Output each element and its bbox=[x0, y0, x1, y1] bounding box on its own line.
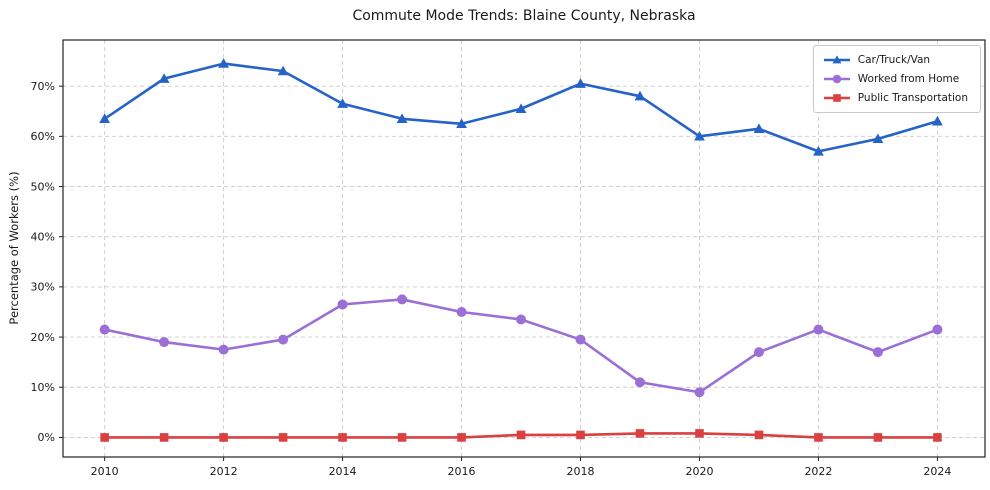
x-tick-label: 2010 bbox=[91, 465, 119, 478]
square-marker bbox=[457, 433, 466, 442]
square-marker bbox=[397, 433, 407, 442]
square-marker bbox=[338, 433, 347, 442]
legend: Car/Truck/Van Worked from Home Public Tran… bbox=[812, 45, 981, 113]
circle-marker bbox=[456, 306, 467, 317]
triangle-marker bbox=[872, 133, 884, 144]
y-axis-label: Percentage of Workers (%) bbox=[7, 171, 21, 325]
y-tick-label: 60% bbox=[31, 130, 55, 143]
triangle-marker bbox=[634, 90, 646, 101]
circle-marker bbox=[872, 347, 883, 358]
square-marker bbox=[576, 430, 585, 440]
square-marker bbox=[635, 429, 645, 438]
square-marker bbox=[159, 433, 169, 442]
square-marker bbox=[754, 430, 764, 440]
square-marker bbox=[100, 433, 109, 442]
triangle-marker bbox=[277, 65, 289, 76]
square-marker bbox=[873, 433, 883, 442]
circle-legend-sample-icon bbox=[823, 74, 850, 84]
series-line-1 bbox=[103, 298, 939, 394]
legend-label: Car/Truck/Van bbox=[857, 54, 931, 66]
axes-border bbox=[62, 39, 986, 458]
circle-marker bbox=[832, 74, 842, 84]
triangle-marker bbox=[337, 98, 348, 108]
x-tick-label: 2018 bbox=[567, 465, 595, 478]
circle-marker bbox=[99, 324, 110, 335]
y-tick-label: 20% bbox=[31, 331, 55, 344]
triangle-legend-sample-icon bbox=[823, 55, 850, 64]
x-tick-label: 2024 bbox=[923, 465, 951, 478]
triangle-marker bbox=[575, 78, 586, 88]
x-tick-label: 2020 bbox=[685, 465, 713, 478]
triangle-marker bbox=[158, 73, 170, 83]
circle-marker bbox=[159, 337, 170, 348]
triangle-marker bbox=[456, 118, 467, 129]
square-marker bbox=[832, 94, 841, 102]
legend-label: Worked from Home bbox=[857, 73, 960, 85]
square-marker bbox=[814, 433, 823, 442]
circle-marker bbox=[337, 299, 348, 310]
triangle-marker bbox=[932, 115, 943, 126]
circle-marker bbox=[753, 347, 764, 358]
circle-marker bbox=[516, 314, 527, 325]
circle-marker bbox=[694, 387, 705, 398]
circle-marker bbox=[634, 377, 645, 388]
y-tick-label: 40% bbox=[31, 231, 55, 244]
y-tick-label: 30% bbox=[31, 281, 55, 294]
square-legend-sample-icon bbox=[823, 94, 850, 102]
square-marker bbox=[933, 433, 942, 442]
circle-marker bbox=[218, 344, 229, 355]
circle-marker bbox=[813, 324, 824, 335]
triangle-marker bbox=[813, 146, 824, 156]
triangle-marker bbox=[832, 55, 842, 64]
x-tick-label: 2022 bbox=[804, 465, 832, 478]
chart-title: Commute Mode Trends: Blaine County, Nebr… bbox=[352, 8, 696, 24]
triangle-marker bbox=[694, 130, 705, 141]
circle-marker bbox=[278, 334, 289, 345]
square-marker bbox=[516, 430, 526, 440]
circle-marker bbox=[397, 294, 408, 305]
square-marker bbox=[695, 429, 704, 438]
legend-label: Public Transportation bbox=[857, 92, 968, 104]
triangle-marker bbox=[218, 58, 230, 68]
triangle-marker bbox=[515, 103, 527, 113]
triangle-marker bbox=[99, 113, 111, 123]
y-tick-label: 70% bbox=[31, 80, 55, 93]
legend-item: Car/Truck/Van bbox=[823, 54, 968, 66]
x-tick-label: 2016 bbox=[448, 465, 476, 478]
triangle-marker bbox=[753, 123, 765, 134]
y-tick-label: 10% bbox=[31, 381, 55, 394]
y-tick-label: 0% bbox=[38, 431, 55, 444]
square-marker bbox=[219, 433, 228, 442]
y-tick-label: 50% bbox=[31, 180, 55, 193]
square-marker bbox=[278, 433, 288, 442]
x-tick-label: 2012 bbox=[210, 465, 238, 478]
x-tick-label: 2014 bbox=[329, 465, 357, 478]
circle-marker bbox=[932, 324, 943, 335]
legend-item: Public Transportation bbox=[823, 92, 968, 104]
triangle-marker bbox=[396, 113, 408, 123]
legend-item: Worked from Home bbox=[823, 73, 968, 85]
circle-marker bbox=[575, 334, 586, 345]
